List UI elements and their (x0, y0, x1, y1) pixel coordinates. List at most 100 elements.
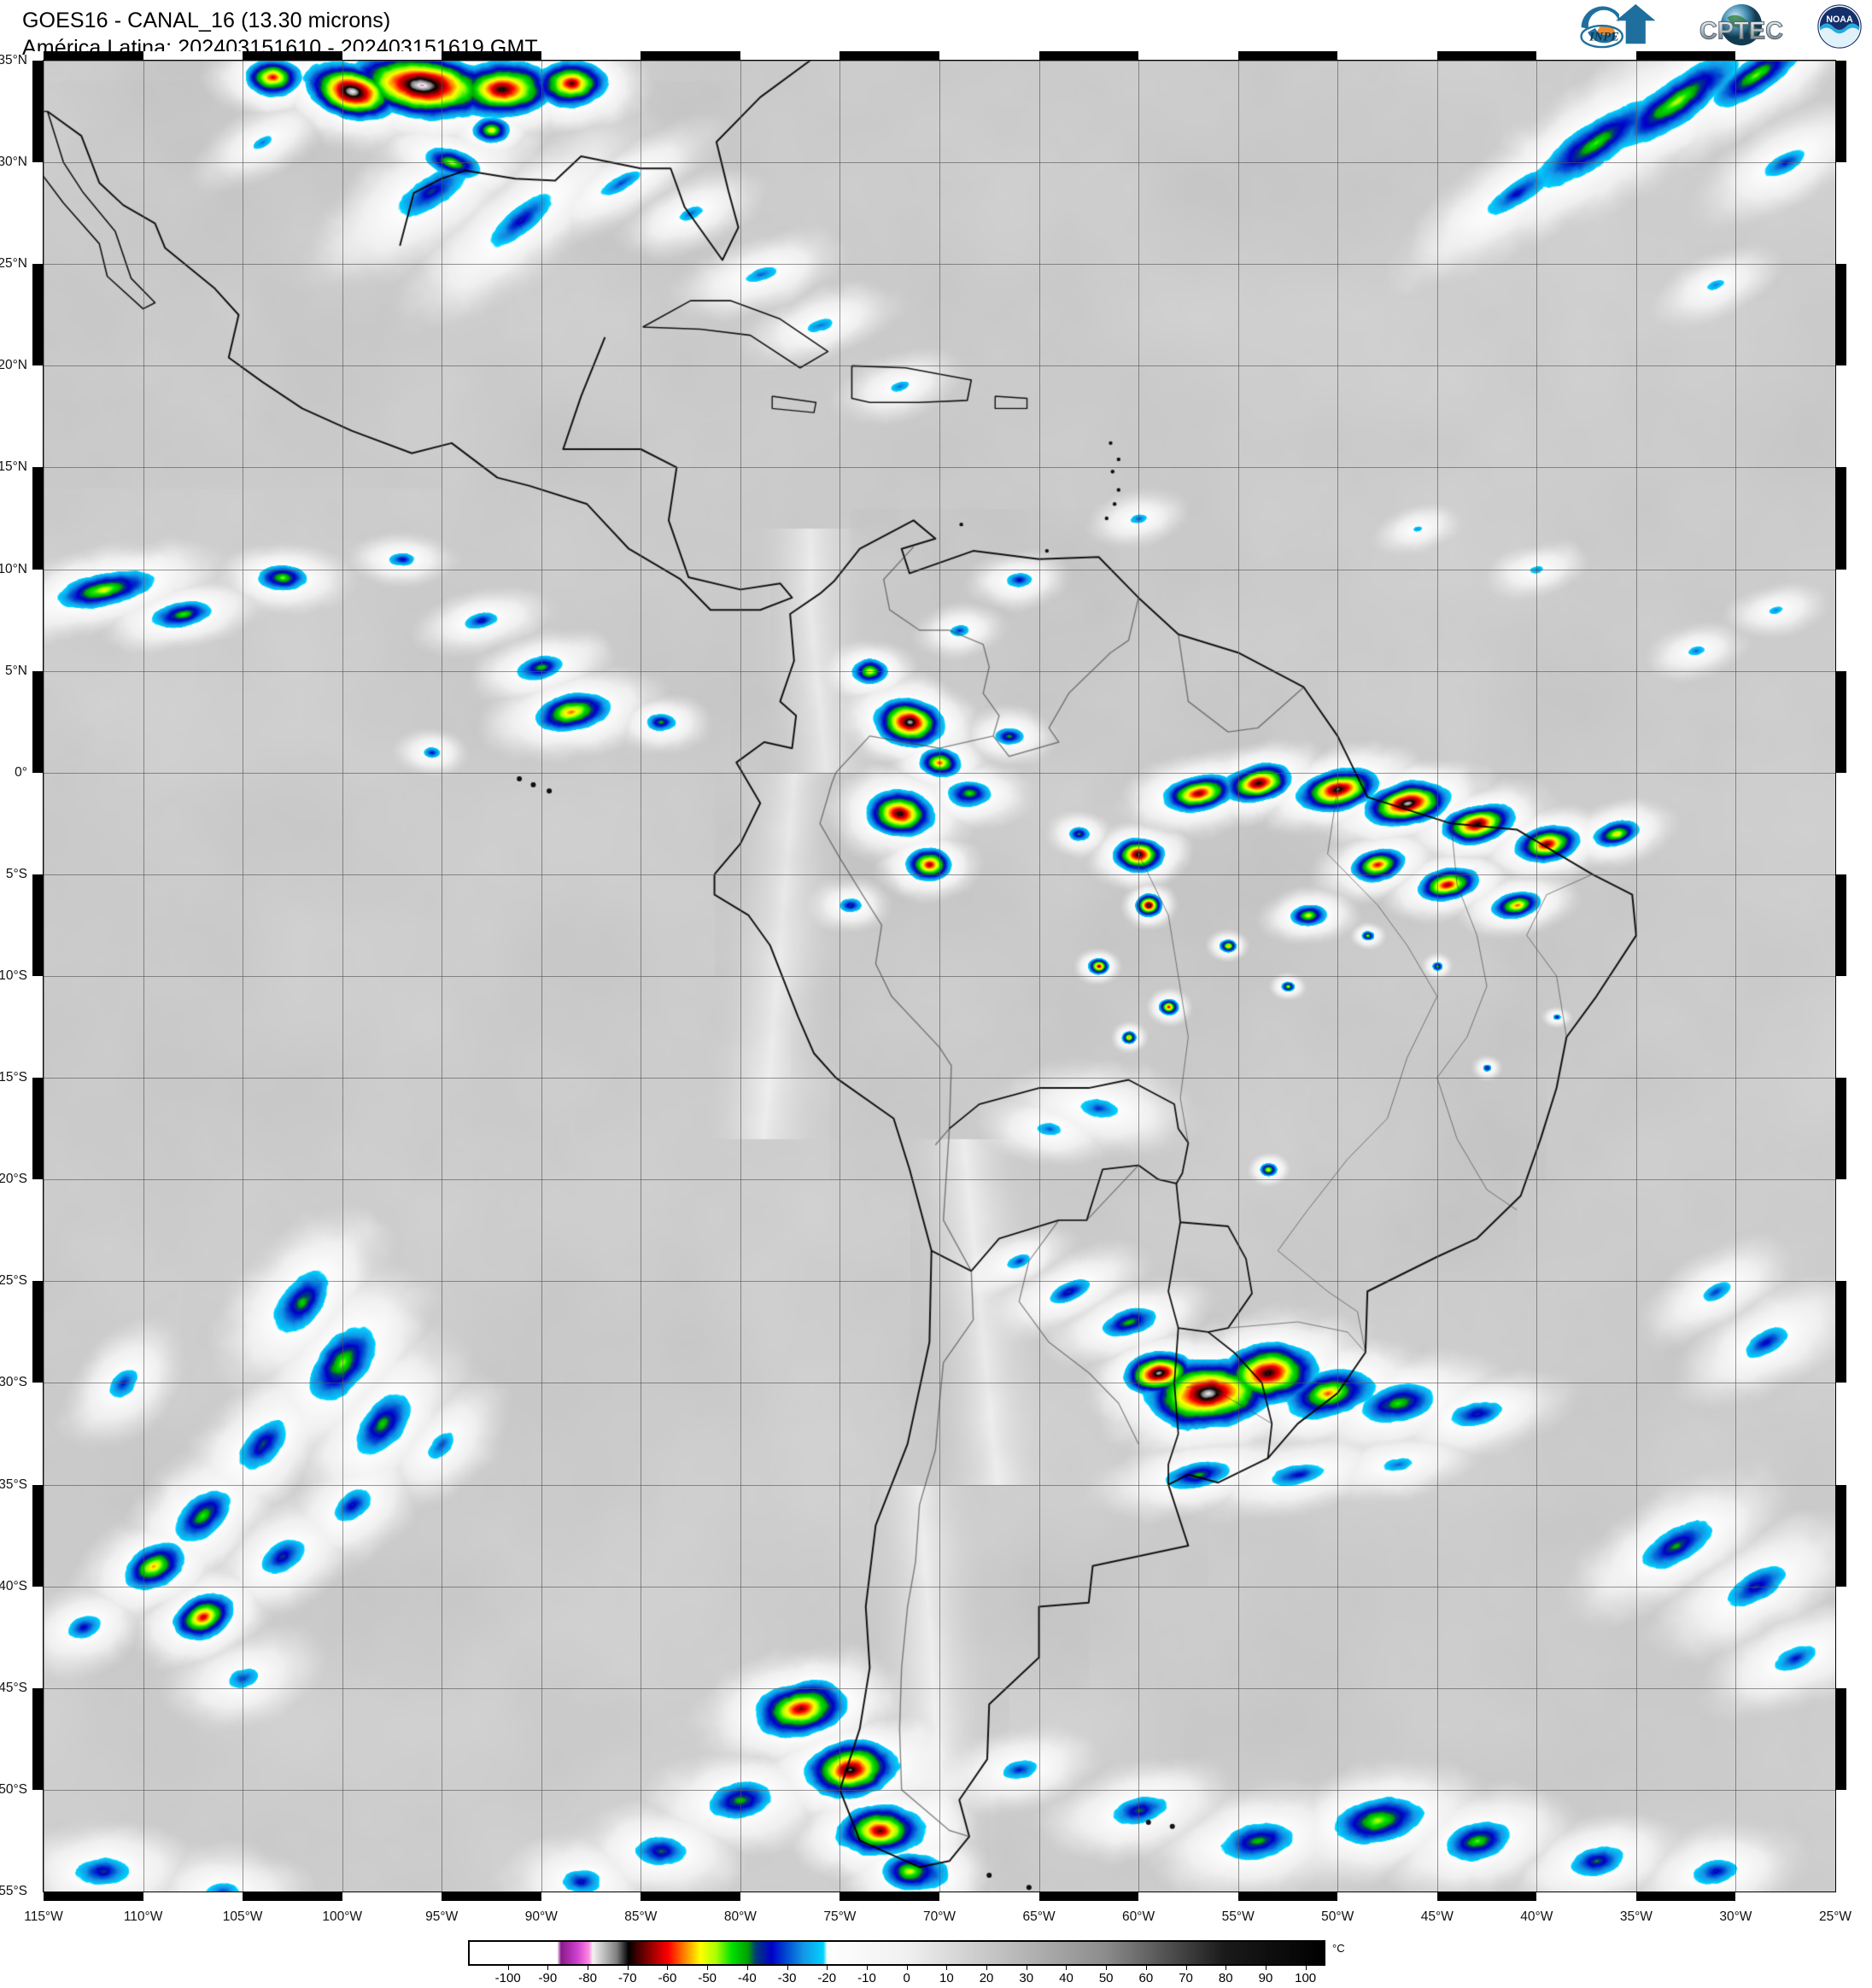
latitude-tick-label: 10°N (0, 561, 27, 576)
colorbar-tick-label: -10 (857, 1971, 876, 1985)
colorbar-tick (547, 1966, 549, 1970)
map-image[interactable] (44, 61, 1835, 1892)
axis-tick-segment (32, 670, 44, 773)
axis-tick-segment (1835, 1484, 1846, 1587)
colorbar-tick-label: -60 (658, 1971, 677, 1985)
latitude-tick-label: 10°S (0, 968, 27, 983)
longitude-axis: 115°W 110°W 105°W 100°W 95°W 90°W 85°W 80°W 75°W… (24, 1909, 1852, 1932)
map-canvas[interactable] (44, 61, 1835, 1892)
longitude-tick-label: 30°W (1719, 1909, 1752, 1924)
longitude-tick-label: 95°W (425, 1909, 459, 1924)
svg-text:INPE: INPE (1588, 30, 1619, 44)
colorbar-tick-label: 0 (903, 1971, 910, 1985)
axis-tick-segment (44, 1892, 143, 1901)
colorbar-tick-label: -30 (777, 1971, 797, 1985)
axis-tick-segment (32, 1484, 44, 1587)
axis-tick-segment (442, 1892, 541, 1901)
latitude-tick-label: 30°S (0, 1375, 27, 1390)
axis-tick-segment (32, 1078, 44, 1180)
axis-tick-segment (1835, 61, 1846, 163)
axis-tick-segment (1835, 1281, 1846, 1383)
axis-tick-segment (243, 51, 342, 61)
axis-tick-segment (1237, 1892, 1338, 1901)
colorbar-tick (667, 1966, 669, 1970)
latitude-tick-label: 50°S (0, 1781, 27, 1797)
colorbar (468, 1940, 1325, 1966)
cptec-logo: CPTEC (1699, 3, 1784, 46)
axis-tick-segment (1038, 1892, 1139, 1901)
axis-tick-segment (1635, 1892, 1736, 1901)
colorbar-tick (707, 1966, 709, 1970)
colorbar-area: -100 -90 -80 -70 -60 -50 -40 -30 -20 -10 0 10 20 30 40… (0, 1937, 1872, 1988)
axis-tick-segment (1835, 874, 1846, 976)
grid-meridian (1835, 61, 1836, 1892)
colorbar-tick (746, 1966, 748, 1970)
colorbar-gradient (470, 1942, 1324, 1964)
axis-tick-segment (1237, 51, 1338, 61)
longitude-tick-label: 115°W (24, 1909, 63, 1924)
colorbar-tick-label: 90 (1258, 1971, 1273, 1985)
longitude-tick-label: 25°W (1818, 1909, 1852, 1924)
longitude-tick-label: 85°W (624, 1909, 658, 1924)
axis-tick-segment (1835, 467, 1846, 570)
axis-tick-segment (1835, 1687, 1846, 1790)
svg-text:CPTEC: CPTEC (1699, 17, 1783, 44)
longitude-tick-label: 110°W (123, 1909, 163, 1924)
axis-tick-segment (1038, 51, 1139, 61)
colorbar-tick-label: -70 (617, 1971, 637, 1985)
latitude-tick-label: 0° (15, 764, 27, 780)
colorbar-tick-label: -100 (494, 1971, 521, 1985)
colorbar-tick-label: 80 (1218, 1971, 1233, 1985)
axis-tick-segment (1835, 670, 1846, 773)
latitude-tick-label: 15°N (0, 459, 27, 475)
lon-tick-band-bottom (32, 1892, 1846, 1901)
axis-tick-segment (641, 1892, 740, 1901)
axis-tick-segment (32, 1687, 44, 1790)
colorbar-tick (1305, 1966, 1307, 1970)
colorbar-tick (946, 1966, 948, 1970)
longitude-tick-label: 65°W (1022, 1909, 1056, 1924)
colorbar-tick (1265, 1966, 1267, 1970)
svg-text:NOAA: NOAA (1826, 15, 1853, 25)
colorbar-tick-label: -80 (578, 1971, 597, 1985)
colorbar-tick-label: -90 (538, 1971, 558, 1985)
longitude-tick-label: 55°W (1221, 1909, 1255, 1924)
latitude-tick-label: 25°N (0, 256, 27, 272)
colorbar-ticks: -100 -90 -80 -70 -60 -50 -40 -30 -20 -10 0 10 20 30 40… (468, 1966, 1325, 1986)
lat-tick-band-left (32, 51, 44, 1901)
colorbar-tick-label: 70 (1179, 1971, 1193, 1985)
colorbar-tick (627, 1966, 629, 1970)
axis-tick-segment (1835, 1078, 1846, 1180)
axis-tick-segment (1635, 51, 1736, 61)
longitude-tick-label: 50°W (1321, 1909, 1354, 1924)
axis-tick-segment (839, 1892, 939, 1901)
latitude-tick-label: 5°S (5, 866, 27, 881)
axis-tick-segment (32, 1281, 44, 1383)
colorbar-tick-label: 50 (1098, 1971, 1114, 1985)
colorbar-tick-label: 30 (1019, 1971, 1034, 1985)
colorbar-tick-label: 20 (979, 1971, 994, 1985)
colorbar-tick-label: 10 (939, 1971, 954, 1985)
longitude-tick-label: 35°W (1619, 1909, 1653, 1924)
colorbar-unit-label: °C (1332, 1942, 1345, 1955)
colorbar-tick-label: -20 (817, 1971, 837, 1985)
axis-tick-segment (32, 264, 44, 366)
axis-tick-segment (243, 1892, 342, 1901)
colorbar-tick (1106, 1966, 1108, 1970)
latitude-tick-label: 55°S (0, 1884, 27, 1898)
satellite-figure (32, 51, 1846, 1901)
colorbar-tick (1066, 1966, 1068, 1970)
axis-tick-segment (32, 467, 44, 570)
colorbar-tick (866, 1966, 868, 1970)
noaa-logo: NOAA (1816, 3, 1863, 50)
longitude-tick-label: 45°W (1420, 1909, 1454, 1924)
longitude-tick-label: 60°W (1122, 1909, 1155, 1924)
longitude-tick-label: 90°W (524, 1909, 558, 1924)
colorbar-tick (507, 1966, 509, 1970)
latitude-tick-label: 35°N (0, 53, 27, 67)
colorbar-tick (1145, 1966, 1147, 1970)
longitude-tick-label: 75°W (823, 1909, 857, 1924)
lat-tick-band-right (1835, 51, 1846, 1901)
axis-tick-segment (1835, 264, 1846, 366)
longitude-tick-label: 40°W (1520, 1909, 1553, 1924)
